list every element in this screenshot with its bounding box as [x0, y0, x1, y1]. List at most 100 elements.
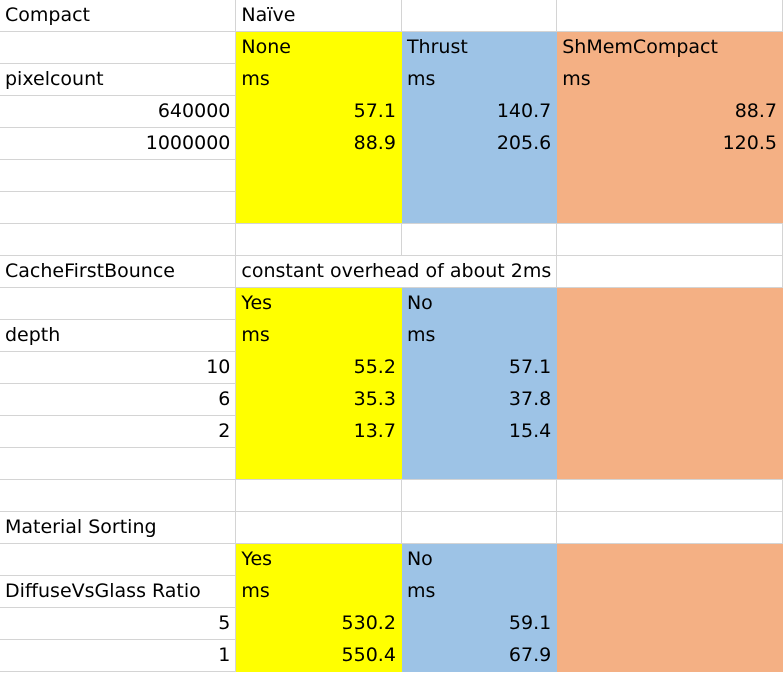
cache-value-cell[interactable]: 15.4: [401, 415, 558, 448]
cell[interactable]: [556, 607, 783, 640]
sheet-row: 2 13.7 15.4: [0, 415, 783, 448]
material-key-cell[interactable]: 1: [0, 639, 237, 672]
cell[interactable]: [0, 479, 237, 512]
compact-unit-cell[interactable]: ms: [235, 63, 402, 96]
material-value-cell[interactable]: 67.9: [401, 639, 558, 672]
cell[interactable]: [556, 287, 783, 320]
sheet-row: 1 550.4 67.9: [0, 639, 783, 672]
cell[interactable]: [235, 511, 402, 544]
cache-unit-cell[interactable]: ms: [401, 319, 558, 352]
compact-series-thrust-cell[interactable]: Thrust: [401, 31, 558, 64]
compact-series-none-cell[interactable]: None: [235, 31, 402, 64]
material-series-no-cell[interactable]: No: [401, 543, 558, 576]
cache-key-cell[interactable]: 10: [0, 351, 237, 384]
cell[interactable]: [401, 447, 558, 480]
material-series-yes-cell[interactable]: Yes: [235, 543, 402, 576]
cell[interactable]: [401, 511, 558, 544]
compact-value-cell[interactable]: 140.7: [401, 95, 558, 128]
sheet-row: [0, 159, 783, 192]
compact-value-cell[interactable]: 120.5: [556, 127, 783, 160]
cell[interactable]: [556, 479, 783, 512]
sheet-row: [0, 479, 783, 512]
cell[interactable]: [235, 223, 402, 256]
cache-value-cell[interactable]: 55.2: [235, 351, 402, 384]
cell[interactable]: [556, 511, 783, 544]
compact-value-cell[interactable]: 205.6: [401, 127, 558, 160]
cell[interactable]: [0, 159, 237, 192]
compact-series-shmem-cell[interactable]: ShMemCompact: [556, 31, 783, 64]
compact-naive-header-cell[interactable]: Naïve: [235, 0, 402, 32]
cell[interactable]: [235, 447, 402, 480]
compact-unit-cell[interactable]: ms: [556, 63, 783, 96]
cell[interactable]: [235, 159, 402, 192]
sheet-row: 1000000 88.9 205.6 120.5: [0, 127, 783, 160]
cache-value-cell[interactable]: 13.7: [235, 415, 402, 448]
cache-note-cell[interactable]: constant overhead of about 2ms: [235, 255, 558, 288]
material-value-cell[interactable]: 530.2: [235, 607, 402, 640]
cache-key-cell[interactable]: 2: [0, 415, 237, 448]
cache-series-no-cell[interactable]: No: [401, 287, 558, 320]
material-unit-cell[interactable]: ms: [235, 575, 402, 608]
sheet-row: pixelcount ms ms ms: [0, 63, 783, 96]
material-value-cell[interactable]: 59.1: [401, 607, 558, 640]
sheet-row: Compact Naïve: [0, 0, 783, 32]
sheet-row: Yes No: [0, 287, 783, 320]
cell[interactable]: [401, 159, 558, 192]
cell[interactable]: [556, 415, 783, 448]
cell[interactable]: [401, 223, 558, 256]
material-value-cell[interactable]: 550.4: [235, 639, 402, 672]
sheet-row: [0, 223, 783, 256]
cell[interactable]: [0, 447, 237, 480]
cell[interactable]: [0, 223, 237, 256]
cache-value-cell[interactable]: 35.3: [235, 383, 402, 416]
sheet-row: Yes No: [0, 543, 783, 576]
cell[interactable]: [0, 287, 237, 320]
cell[interactable]: [401, 191, 558, 224]
sheet-row: DiffuseVsGlass Ratio ms ms: [0, 575, 783, 608]
cache-value-cell[interactable]: 57.1: [401, 351, 558, 384]
cell[interactable]: [556, 543, 783, 576]
cell[interactable]: [556, 191, 783, 224]
cell[interactable]: [235, 191, 402, 224]
compact-value-cell[interactable]: 88.9: [235, 127, 402, 160]
cell[interactable]: [556, 639, 783, 672]
compact-row-label-cell[interactable]: pixelcount: [0, 63, 237, 96]
cell[interactable]: [556, 255, 783, 288]
sheet-row: [0, 447, 783, 480]
cache-unit-cell[interactable]: ms: [235, 319, 402, 352]
cell[interactable]: [235, 479, 402, 512]
cell[interactable]: [556, 223, 783, 256]
material-row-label-cell[interactable]: DiffuseVsGlass Ratio: [0, 575, 237, 608]
material-title-cell[interactable]: Material Sorting: [0, 511, 237, 544]
compact-title-cell[interactable]: Compact: [0, 0, 237, 32]
cache-title-cell[interactable]: CacheFirstBounce: [0, 255, 237, 288]
cache-value-cell[interactable]: 37.8: [401, 383, 558, 416]
cache-key-cell[interactable]: 6: [0, 383, 237, 416]
sheet-row: 6 35.3 37.8: [0, 383, 783, 416]
cell[interactable]: [0, 191, 237, 224]
cell[interactable]: [556, 351, 783, 384]
cell[interactable]: [556, 0, 783, 32]
cell[interactable]: [556, 447, 783, 480]
cache-series-yes-cell[interactable]: Yes: [235, 287, 402, 320]
compact-value-cell[interactable]: 88.7: [556, 95, 783, 128]
cache-row-label-cell[interactable]: depth: [0, 319, 237, 352]
compact-value-cell[interactable]: 57.1: [235, 95, 402, 128]
cell[interactable]: [556, 159, 783, 192]
cell[interactable]: [556, 383, 783, 416]
material-unit-cell[interactable]: ms: [401, 575, 558, 608]
cell[interactable]: [556, 319, 783, 352]
cell[interactable]: [556, 575, 783, 608]
compact-key-cell[interactable]: 640000: [0, 95, 237, 128]
cell[interactable]: [401, 0, 558, 32]
material-key-cell[interactable]: 5: [0, 607, 237, 640]
sheet-row: depth ms ms: [0, 319, 783, 352]
cell[interactable]: [0, 543, 237, 576]
cell[interactable]: [401, 479, 558, 512]
compact-unit-cell[interactable]: ms: [401, 63, 558, 96]
cell[interactable]: [0, 31, 237, 64]
sheet-row: CacheFirstBounce constant overhead of ab…: [0, 255, 783, 288]
sheet-row: [0, 191, 783, 224]
compact-key-cell[interactable]: 1000000: [0, 127, 237, 160]
